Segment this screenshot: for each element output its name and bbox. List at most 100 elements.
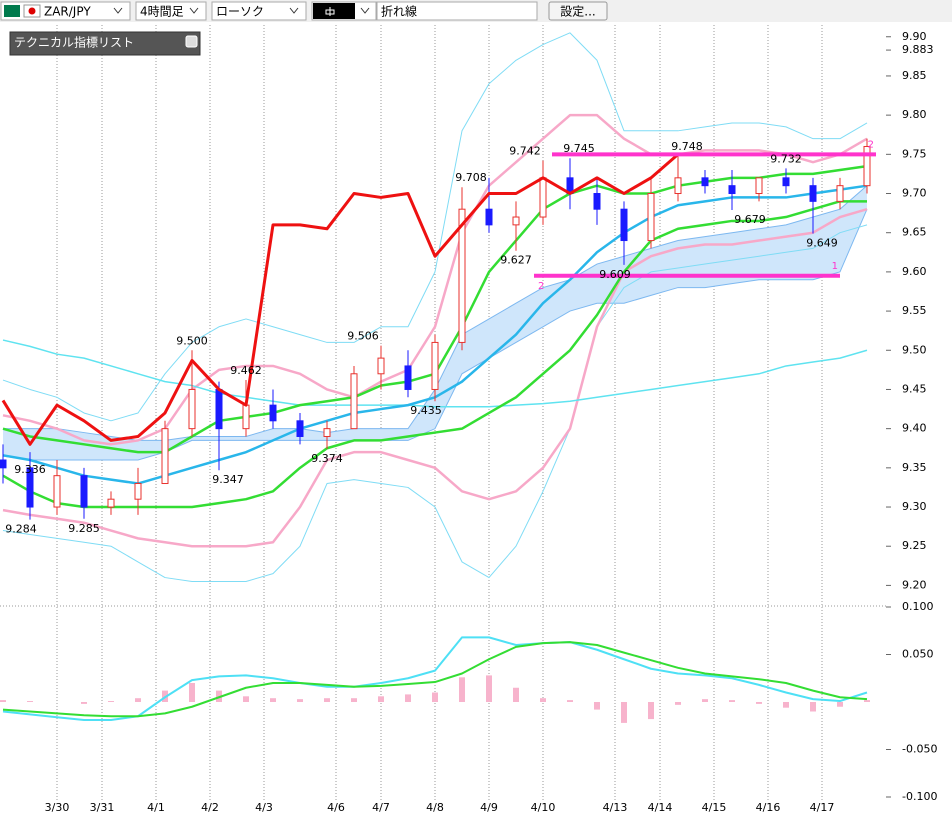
indicator-line (2, 113, 868, 446)
style-select[interactable] (211, 1, 307, 21)
x-tick-label: 3/30 (45, 801, 70, 814)
macd-bar (837, 702, 843, 707)
y-tick-label: 9.25 (902, 539, 927, 552)
price-label: 9.462 (230, 364, 262, 377)
dropdown-arrow (113, 7, 123, 14)
y-tick-label: 9.45 (902, 382, 927, 395)
price-label: 9.708 (455, 171, 487, 184)
macd-bar (810, 702, 816, 712)
candle-body (80, 475, 88, 508)
macd-bar (540, 698, 546, 702)
macd-bar (729, 700, 735, 702)
dropdown-arrow (189, 7, 199, 14)
candle-body (188, 388, 196, 430)
x-tick-label: 4/8 (426, 801, 444, 814)
line-style-box[interactable] (376, 1, 538, 21)
candle-body (107, 498, 115, 508)
macd-bar (405, 694, 411, 702)
macd-bar (675, 702, 681, 705)
indicator-line (2, 200, 867, 509)
y-tick-label: 9.85 (902, 69, 927, 82)
candle-body (242, 404, 250, 430)
macd-bar (324, 698, 330, 702)
x-tick-label: 4/1 (147, 801, 165, 814)
macd-bar (270, 698, 276, 702)
indicator-panel-bg[interactable] (9, 31, 201, 56)
panel-toggle[interactable] (185, 35, 198, 48)
y-tick-label: 9.883 (902, 43, 934, 56)
macd-bar (81, 702, 87, 704)
macd-bar (702, 699, 708, 702)
indicator-line (1, 153, 679, 446)
candle-body (809, 185, 817, 202)
macd-bar (108, 701, 114, 702)
candle-body (755, 177, 763, 195)
candle-body (161, 428, 169, 485)
candle-body (134, 483, 142, 500)
candle-body (620, 208, 628, 242)
candle-body (26, 467, 34, 508)
price-label: 9.500 (176, 334, 208, 347)
price-label: 9.627 (500, 254, 532, 267)
y-tick-label: 9.70 (902, 187, 927, 200)
macd-bar (27, 701, 33, 702)
candle-body (728, 185, 736, 195)
y-tick-label: 0.050 (902, 648, 934, 661)
y-tick-label: -0.100 (902, 790, 937, 803)
indicator-line (2, 207, 868, 548)
x-tick-label: 4/3 (255, 801, 273, 814)
macd-bar (135, 698, 141, 702)
x-tick-label: 4/10 (531, 801, 556, 814)
x-tick-label: 4/13 (603, 801, 628, 814)
indicator-line (2, 224, 868, 582)
candle-body (782, 177, 790, 187)
x-tick-label: 3/31 (90, 801, 115, 814)
price-label: 9.745 (563, 142, 595, 155)
indicator-panel-title: テクニカル指標リスト (14, 35, 134, 50)
price-label: 9.374 (311, 452, 343, 465)
candle-body (377, 357, 385, 375)
x-tick-label: 4/7 (372, 801, 390, 814)
y-tick-label: -0.050 (902, 743, 937, 756)
candle-body (539, 177, 547, 218)
macd-line (2, 636, 868, 722)
plot: 3/30 3/31 4/1 4/2 4/3 4/6 4/7 4/8 4/9 4/10 4/13 4/1… (0, 25, 937, 814)
timeframe-select[interactable] (135, 1, 207, 21)
price-label: 9.748 (671, 140, 703, 153)
macd-bar (864, 700, 870, 702)
dropdown-arrow (360, 7, 370, 14)
y-tick-label: 9.60 (902, 265, 927, 278)
macd-bar (351, 698, 357, 702)
y-tick-label: 9.40 (902, 422, 927, 435)
candle-body (215, 388, 223, 430)
candle-body (863, 145, 871, 187)
macd-bar (594, 702, 600, 710)
x-tick-label: 4/17 (810, 801, 835, 814)
y-tick-label: 9.65 (902, 226, 927, 239)
macd-line (2, 641, 868, 718)
style-label: ローソク (216, 5, 264, 19)
y-tick-label: 9.75 (902, 147, 927, 160)
price-label: 9.679 (734, 213, 766, 226)
candle-body (647, 193, 655, 242)
y-tick-label: 9.20 (902, 578, 927, 591)
candle-body (53, 475, 61, 508)
x-tick-label: 4/15 (702, 801, 727, 814)
candle-body (296, 420, 304, 437)
price-label: 9.285 (68, 522, 100, 535)
candle-body (404, 365, 412, 390)
cloud-edge (2, 208, 868, 461)
timeframe-label: 4時間足 (140, 5, 184, 19)
candle-body (512, 216, 520, 226)
x-tick-label: 4/14 (648, 801, 673, 814)
settings-button[interactable] (548, 1, 608, 21)
line-label: 2 (538, 281, 544, 292)
settings-label: 設定... (560, 5, 595, 19)
price-label: 9.347 (212, 473, 244, 486)
candle-body (323, 428, 331, 437)
pair-label: ZAR/JPY (44, 5, 91, 19)
candle-body (350, 373, 358, 430)
y-tick-label: 9.80 (902, 108, 927, 121)
price-label: 9.609 (599, 268, 631, 281)
